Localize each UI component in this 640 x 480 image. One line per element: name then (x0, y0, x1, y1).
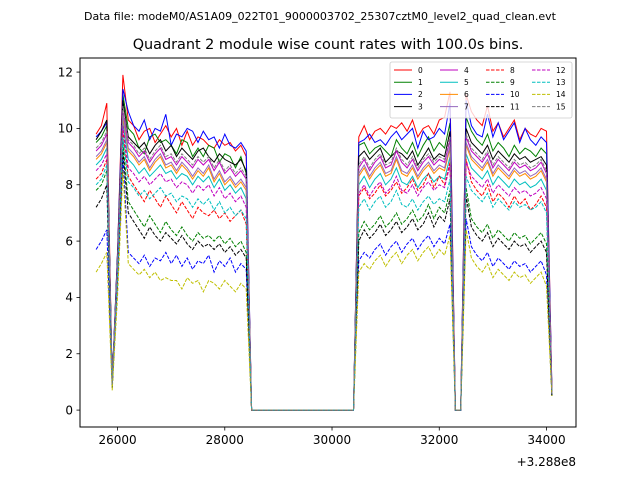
y-tick-label: 0 (65, 403, 73, 417)
legend-label-3: 3 (418, 102, 423, 111)
legend-label-10: 10 (510, 90, 520, 99)
y-tick-label: 10 (58, 122, 73, 136)
series-line-13 (95, 136, 553, 411)
legend-box (389, 61, 573, 119)
axes-frame (79, 57, 577, 428)
chart-title: Quadrant 2 module wise count rates with … (133, 37, 524, 53)
legend-label-9: 9 (510, 78, 515, 87)
y-tick-label: 6 (65, 234, 73, 248)
x-tick-label: 32000 (420, 433, 458, 447)
legend-label-2: 2 (418, 90, 423, 99)
y-tick-label: 2 (65, 347, 73, 361)
x-offset-label: +3.288e8 (517, 455, 576, 469)
legend-label-15: 15 (556, 102, 566, 111)
legend-label-5: 5 (464, 78, 469, 87)
y-tick-label: 12 (58, 65, 73, 79)
x-tick-label: 30000 (313, 433, 351, 447)
legend-label-8: 8 (510, 66, 515, 75)
legend-label-14: 14 (556, 90, 566, 99)
legend-label-1: 1 (418, 78, 423, 87)
legend-label-6: 6 (464, 90, 469, 99)
y-axis: 0 2 4 6 8 10 12 (58, 65, 80, 417)
x-tick-label: 34000 (527, 433, 565, 447)
legend-label-7: 7 (464, 102, 469, 111)
legend-label-11: 11 (510, 102, 520, 111)
x-axis: 26000 28000 30000 32000 34000 (98, 427, 566, 447)
legend-label-4: 4 (464, 66, 469, 75)
y-tick-label: 8 (65, 178, 73, 192)
x-tick-label: 26000 (98, 433, 136, 447)
series-line-10 (95, 156, 553, 411)
series-layer (95, 74, 553, 411)
legend-label-0: 0 (418, 66, 423, 75)
series-line-14 (95, 170, 553, 411)
legend-label-12: 12 (556, 66, 566, 75)
x-tick-label: 28000 (206, 433, 244, 447)
series-line-15 (95, 105, 553, 411)
y-tick-label: 4 (65, 291, 73, 305)
legend-label-13: 13 (556, 78, 566, 87)
chart-suptitle: Data file: modeM0/AS1A09_022T01_90000037… (84, 10, 557, 23)
